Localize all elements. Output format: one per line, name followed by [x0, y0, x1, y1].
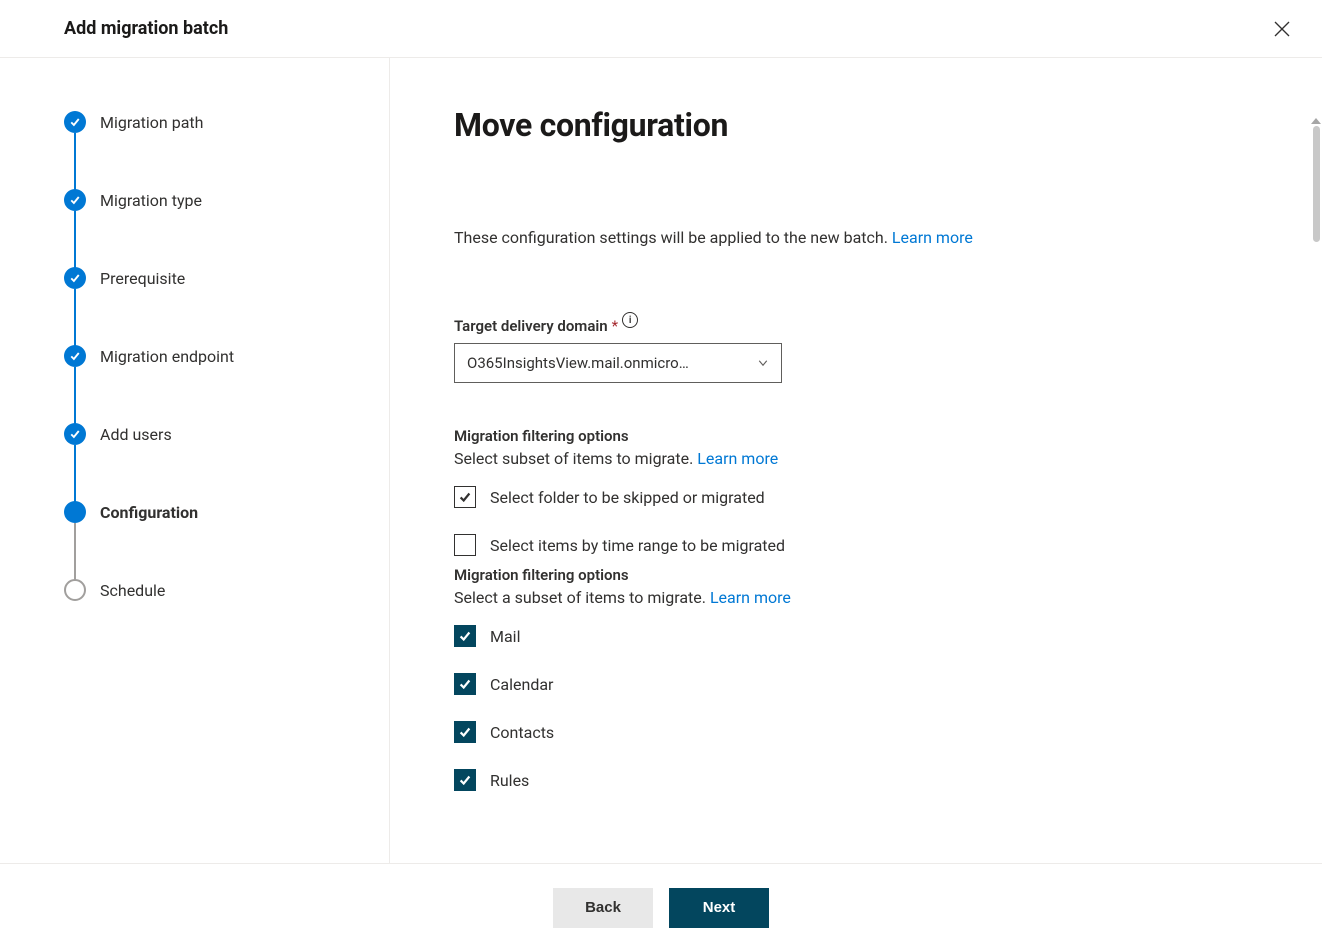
- step-label: Migration type: [100, 191, 202, 210]
- migrate-items-group: Mail Calendar Contacts Rules: [454, 625, 1258, 791]
- step-migration-endpoint[interactable]: Migration endpoint: [64, 345, 389, 423]
- target-domain-label-row: Target delivery domain * i: [454, 317, 1258, 335]
- checkbox-icon: [454, 625, 476, 647]
- checkbox-label: Calendar: [490, 675, 553, 694]
- wizard-content-panel: Move configuration These configuration s…: [390, 58, 1322, 863]
- dropdown-value: O365InsightsView.mail.onmicro…: [467, 354, 689, 372]
- scroll-up-arrow-icon[interactable]: [1311, 118, 1321, 124]
- close-icon: [1274, 21, 1290, 37]
- filter-subset-subtext: Select a subset of items to migrate. Lea…: [454, 588, 1258, 607]
- checkbox-label: Contacts: [490, 723, 554, 742]
- target-domain-label: Target delivery domain: [454, 317, 608, 335]
- add-migration-batch-dialog: Add migration batch Migration path Migra…: [0, 0, 1322, 951]
- checkbox-contacts[interactable]: Contacts: [454, 721, 1258, 743]
- info-icon[interactable]: i: [622, 312, 638, 328]
- step-label: Add users: [100, 425, 172, 444]
- step-prerequisite[interactable]: Prerequisite: [64, 267, 389, 345]
- checkbox-select-folder[interactable]: Select folder to be skipped or migrated: [454, 486, 1258, 508]
- checkbox-label: Select items by time range to be migrate…: [490, 536, 785, 555]
- checkbox-label: Rules: [490, 771, 529, 790]
- dialog-header: Add migration batch: [0, 0, 1322, 58]
- step-done-icon: [64, 345, 86, 367]
- required-asterisk: *: [612, 317, 618, 335]
- step-done-icon: [64, 267, 86, 289]
- checkbox-icon: [454, 486, 476, 508]
- page-title: Move configuration: [454, 106, 1258, 144]
- checkbox-rules[interactable]: Rules: [454, 769, 1258, 791]
- target-domain-dropdown[interactable]: O365InsightsView.mail.onmicro…: [454, 343, 782, 383]
- scrollbar-thumb[interactable]: [1313, 126, 1320, 242]
- dialog-body: Migration path Migration type Prerequisi…: [0, 58, 1322, 863]
- checkbox-icon: [454, 721, 476, 743]
- checkbox-icon: [454, 534, 476, 556]
- step-configuration[interactable]: Configuration: [64, 501, 389, 579]
- filter-options-heading: Migration filtering options: [454, 427, 1258, 445]
- learn-more-link[interactable]: Learn more: [697, 449, 778, 468]
- learn-more-link[interactable]: Learn more: [892, 228, 973, 247]
- checkbox-mail[interactable]: Mail: [454, 625, 1258, 647]
- step-current-icon: [64, 501, 86, 523]
- intro-text: These configuration settings will be app…: [454, 228, 1258, 247]
- filter-options-subtext: Select subset of items to migrate. Learn…: [454, 449, 1258, 468]
- step-pending-icon: [64, 579, 86, 601]
- checkbox-label: Mail: [490, 627, 520, 646]
- chevron-down-icon: [757, 354, 769, 373]
- step-schedule[interactable]: Schedule: [64, 579, 389, 601]
- wizard-steps-sidebar: Migration path Migration type Prerequisi…: [0, 58, 390, 863]
- step-migration-path[interactable]: Migration path: [64, 111, 389, 189]
- checkbox-select-time-range[interactable]: Select items by time range to be migrate…: [454, 534, 1258, 556]
- checkbox-icon: [454, 769, 476, 791]
- step-label: Migration path: [100, 113, 203, 132]
- step-label: Prerequisite: [100, 269, 185, 288]
- step-migration-type[interactable]: Migration type: [64, 189, 389, 267]
- close-button[interactable]: [1262, 9, 1302, 49]
- learn-more-link[interactable]: Learn more: [710, 588, 791, 607]
- next-button[interactable]: Next: [669, 888, 769, 928]
- step-done-icon: [64, 423, 86, 445]
- checkbox-icon: [454, 673, 476, 695]
- checkbox-label: Select folder to be skipped or migrated: [490, 488, 765, 507]
- step-label: Migration endpoint: [100, 347, 234, 366]
- back-button[interactable]: Back: [553, 888, 653, 928]
- dialog-title: Add migration batch: [64, 18, 228, 39]
- filter-subset-heading: Migration filtering options: [454, 566, 1258, 584]
- step-add-users[interactable]: Add users: [64, 423, 389, 501]
- step-label: Schedule: [100, 581, 165, 600]
- step-label: Configuration: [100, 503, 198, 522]
- step-list: Migration path Migration type Prerequisi…: [64, 111, 389, 601]
- step-done-icon: [64, 189, 86, 211]
- wizard-footer: Back Next: [0, 863, 1322, 951]
- step-done-icon: [64, 111, 86, 133]
- checkbox-calendar[interactable]: Calendar: [454, 673, 1258, 695]
